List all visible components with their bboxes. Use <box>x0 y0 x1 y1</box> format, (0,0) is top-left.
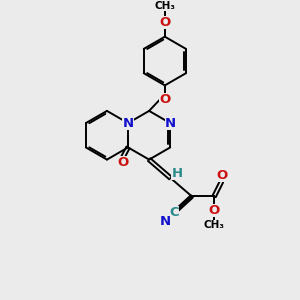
Text: H: H <box>172 167 183 180</box>
Text: CH₃: CH₃ <box>154 1 175 10</box>
Text: N: N <box>160 214 171 227</box>
Text: O: O <box>217 169 228 182</box>
Text: O: O <box>117 156 128 170</box>
Text: CH₃: CH₃ <box>204 220 225 230</box>
Text: C: C <box>169 206 179 219</box>
Text: N: N <box>165 117 176 130</box>
Text: O: O <box>208 204 220 217</box>
Text: O: O <box>159 93 170 106</box>
Text: N: N <box>122 117 134 130</box>
Text: O: O <box>159 16 170 29</box>
